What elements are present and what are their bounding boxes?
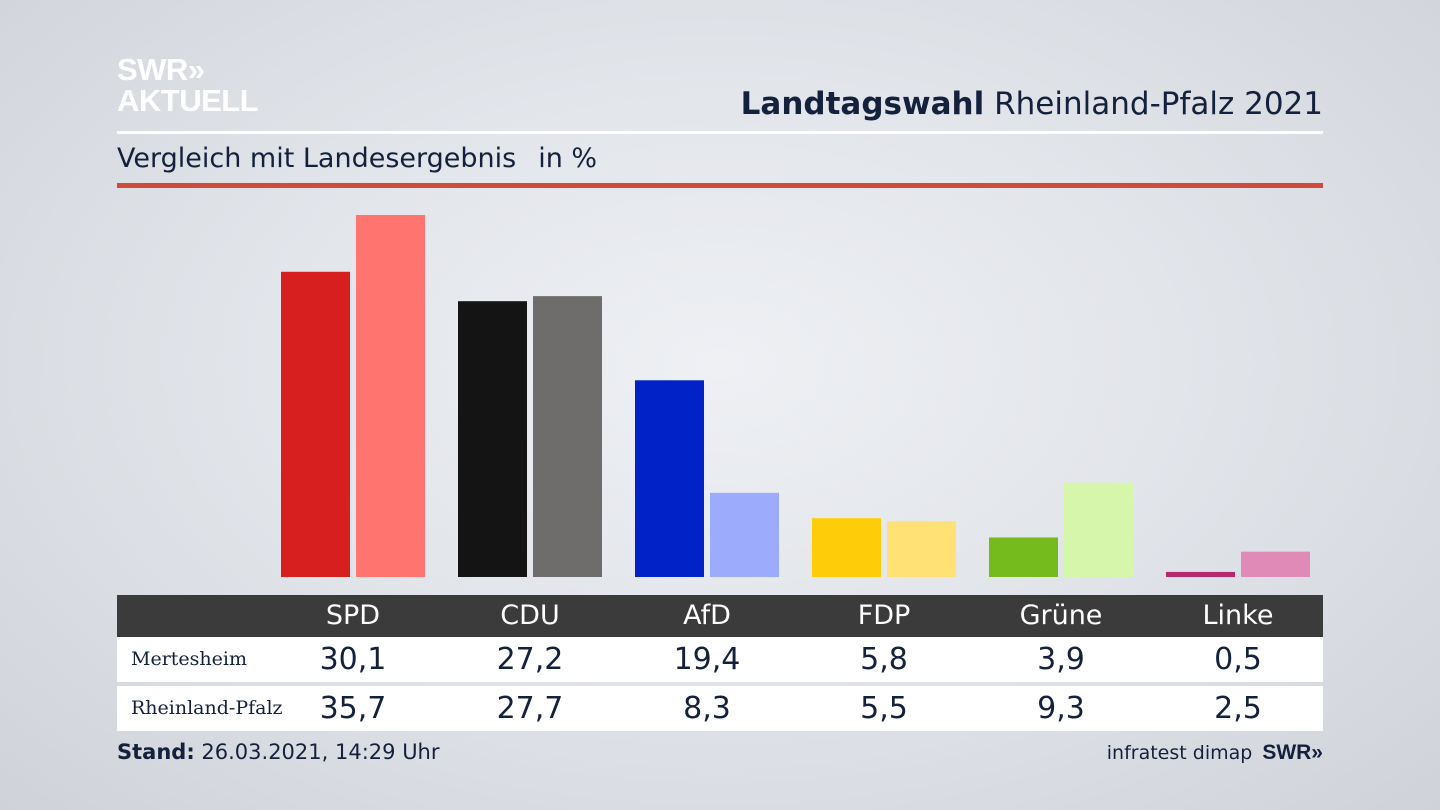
value-fdp-rheinland-pfalz: 5,5: [860, 691, 908, 726]
value-gr-ne-rheinland-pfalz: 9,3: [1037, 691, 1085, 726]
bar-fdp-rheinland-pfalz: [887, 521, 956, 577]
value-cdu-mertesheim: 27,2: [496, 642, 564, 677]
bar-linke-rheinland-pfalz: [1241, 551, 1310, 577]
logo-line-swr: SWR»: [117, 52, 205, 87]
row-label-mertesheim: Mertesheim: [131, 648, 247, 670]
bar-spd-mertesheim: [281, 271, 350, 577]
unit-label: in %: [538, 143, 598, 174]
accent-divider: [117, 183, 1323, 188]
subtitle-text: Vergleich mit Landesergebnis: [117, 143, 517, 174]
source-credit: infratest dimap SWR»: [1107, 741, 1323, 765]
bar-fdp-mertesheim: [812, 518, 881, 577]
swr-aktuell-logo: SWR» AKTUELL: [117, 52, 259, 118]
column-header-gr-ne: Grüne: [1019, 600, 1103, 631]
bar-cdu-mertesheim: [458, 301, 527, 577]
page-title-bold: Landtagswahl: [740, 86, 985, 122]
table-header: SPD CDU AfD FDP Grüne Linke: [117, 595, 1323, 637]
value-cdu-rheinland-pfalz: 27,7: [496, 691, 564, 726]
stand-label: Stand:: [117, 740, 195, 764]
header-divider: [117, 131, 1323, 134]
table-row-rheinland-pfalz: Rheinland-Pfalz 35,7 27,7 8,3 5,5 9,3 2,5: [117, 686, 1323, 731]
stand-value: 26.03.2021, 14:29 Uhr: [201, 740, 440, 764]
bar-gr-ne-rheinland-pfalz: [1064, 482, 1133, 577]
page-title: Landtagswahl Rheinland-Pfalz 2021: [741, 86, 1323, 122]
chart-subtitle: Vergleich mit Landesergebnis in %: [117, 143, 597, 174]
column-header-fdp: FDP: [857, 600, 911, 631]
bar-afd-rheinland-pfalz: [710, 492, 779, 577]
bar-cdu-rheinland-pfalz: [533, 296, 602, 577]
row-label-rheinland-pfalz: Rheinland-Pfalz: [131, 697, 283, 719]
column-header-cdu: CDU: [500, 600, 560, 631]
bar-gr-ne-mertesheim: [989, 537, 1058, 577]
table-row-mertesheim: Mertesheim 30,1 27,2 19,4 5,8 3,9 0,5: [117, 637, 1323, 682]
logo-line-aktuell: AKTUELL: [117, 83, 259, 118]
bar-linke-mertesheim: [1166, 571, 1235, 577]
value-afd-mertesheim: 19,4: [673, 642, 741, 677]
column-header-linke: Linke: [1202, 600, 1274, 631]
value-linke-mertesheim: 0,5: [1214, 642, 1262, 677]
value-fdp-mertesheim: 5,8: [860, 642, 908, 677]
value-spd-rheinland-pfalz: 35,7: [319, 691, 387, 726]
value-gr-ne-mertesheim: 3,9: [1037, 642, 1085, 677]
column-header-afd: AfD: [683, 600, 731, 631]
source-label: infratest dimap: [1106, 742, 1253, 764]
column-header-spd: SPD: [325, 600, 381, 631]
value-linke-rheinland-pfalz: 2,5: [1214, 691, 1262, 726]
bar-afd-mertesheim: [635, 380, 704, 577]
page-title-rest: Rheinland-Pfalz 2021: [994, 86, 1323, 122]
bar-spd-rheinland-pfalz: [356, 215, 425, 577]
value-afd-rheinland-pfalz: 8,3: [683, 691, 731, 726]
swr-logo-small: SWR»: [1262, 741, 1323, 764]
timestamp: Stand: 26.03.2021, 14:29 Uhr: [117, 740, 440, 764]
value-spd-mertesheim: 30,1: [319, 642, 387, 677]
